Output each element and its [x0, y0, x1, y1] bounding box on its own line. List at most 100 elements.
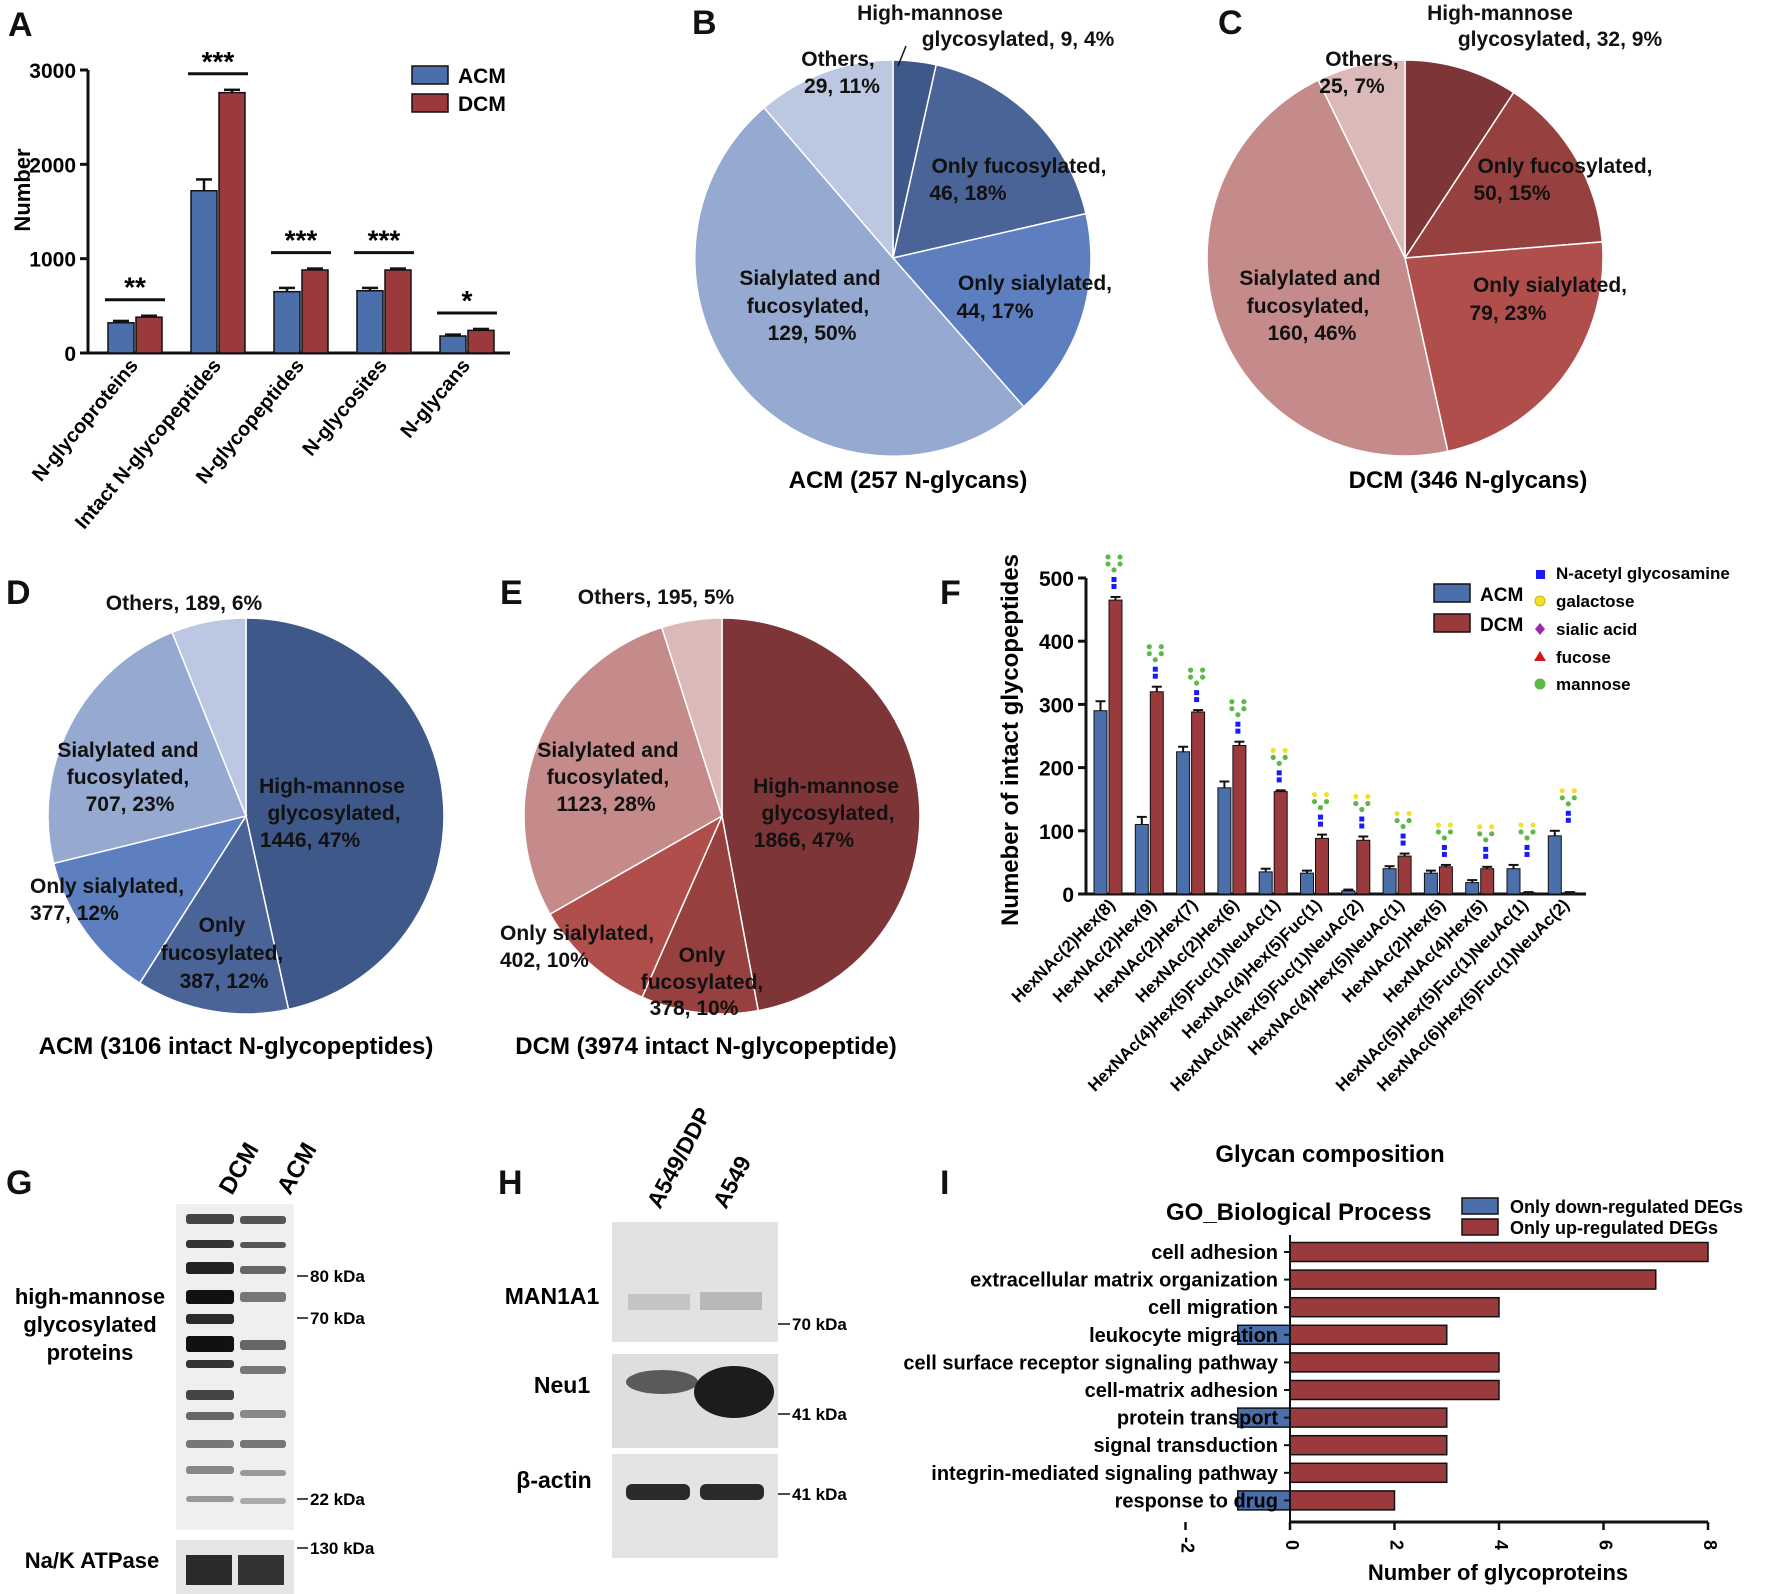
- pie-e-label-hm-3: 1866, 47%: [754, 829, 855, 852]
- sialic-acid-diamond-icon: [1535, 623, 1545, 635]
- blot-g-marker-22: 22 kDa: [310, 1490, 365, 1509]
- i-bar-up: [1289, 1296, 1500, 1318]
- glcnac-square-icon: [1441, 851, 1447, 857]
- i-category-label: protein transport: [1117, 1408, 1278, 1430]
- a-bar-dcm: [384, 269, 412, 354]
- pie-d-label-sf-2: fucosylated,: [67, 766, 190, 789]
- mannose-circle-icon: [1447, 829, 1453, 835]
- glycan-legend-galactose: galactose: [1556, 592, 1634, 611]
- pie-d-label-fuc-2: fucosylated,: [161, 942, 284, 965]
- blot-g-band-dcm: [186, 1466, 234, 1474]
- mannose-circle-icon: [1353, 800, 1359, 807]
- pie-b-label-hm-1: High-mannose: [857, 2, 1003, 25]
- glcnac-square-icon: [1111, 576, 1117, 582]
- pie-d-label-fuc-1: Only: [199, 914, 246, 937]
- glycan-legend-sialic: sialic acid: [1556, 620, 1637, 639]
- i-category-label: cell adhesion: [1151, 1242, 1278, 1264]
- a-ytick-label: 3000: [29, 60, 76, 83]
- f-ytick-label: 200: [1039, 758, 1074, 781]
- glycan-terminal-icon: [1105, 554, 1111, 560]
- pie-b-slice-3: [694, 106, 1025, 457]
- f-bar-dcm: [1149, 691, 1164, 895]
- a-bar-dcm: [467, 329, 495, 354]
- a-xtick-label: N-glycans: [397, 355, 475, 442]
- f-ytick-label: 400: [1039, 631, 1074, 654]
- blot-g-band-acm: [240, 1470, 286, 1476]
- pie-c-label-others-2: 25, 7%: [1319, 75, 1385, 98]
- glycan-terminal-icon: [1394, 810, 1400, 817]
- f-bar-acm: [1382, 868, 1397, 895]
- i-category-label: cell surface receptor signaling pathway: [903, 1352, 1278, 1374]
- i-legend-up-swatch: [1461, 1218, 1499, 1236]
- f-bar-acm: [1300, 872, 1314, 895]
- pie-e-label-sf-1: Sialylated and: [537, 739, 678, 762]
- panel-b: B High-mannose glycosylated, 9, 4% Other…: [692, 2, 1115, 494]
- mannose-circle-icon: [1105, 561, 1111, 567]
- panel-f-xlabel: Glycan composition: [1215, 1141, 1444, 1168]
- mannose-circle-icon: [1111, 567, 1117, 573]
- pie-b-slice-1: [892, 63, 1087, 259]
- mannose-circle-icon: [1270, 754, 1276, 760]
- blot-g-band-dcm: [186, 1290, 234, 1304]
- pie-e-label-sia-2: 402, 10%: [500, 949, 589, 972]
- a-bar-dcm: [301, 269, 329, 354]
- pie-e-title: DCM (3974 intact N-glycopeptide): [515, 1033, 896, 1060]
- a-bar-acm: [439, 335, 467, 354]
- f-bar-acm: [1093, 710, 1108, 895]
- mannose-circle-icon: [1518, 829, 1524, 835]
- pie-d-title: ACM (3106 intact N-glycopeptides): [39, 1033, 434, 1060]
- mannose-circle-icon: [1311, 798, 1318, 805]
- pie-e-slice-3: [523, 626, 723, 916]
- panel-g: G DCM ACM high-mannose glycosylated prot…: [6, 1138, 375, 1594]
- legend-dcm-swatch: [411, 93, 449, 113]
- pie-c-slice-3: [1206, 79, 1449, 457]
- pie-e-label-sia-1: Only sialylated,: [500, 922, 654, 945]
- panel-label-d: D: [6, 574, 31, 612]
- blot-h-neu1-band-a549: [694, 1366, 774, 1418]
- i-xtick-label: 4: [1491, 1540, 1511, 1550]
- panel-label-b: B: [692, 4, 717, 42]
- mannose-circle-icon: [1530, 829, 1536, 835]
- glycan-terminal-icon: [1559, 788, 1565, 794]
- glycan-terminal-icon: [1270, 747, 1276, 753]
- blot-g-row1-label3: proteins: [47, 1340, 134, 1365]
- f-bar-acm: [1258, 871, 1273, 895]
- blot-g-marker-130: 130 kDa: [310, 1539, 375, 1558]
- mannose-circle-icon: [1534, 678, 1546, 690]
- i-legend-up-label: Only up-regulated DEGs: [1510, 1218, 1718, 1238]
- pie-d-label-sf-1: Sialylated and: [57, 739, 198, 762]
- a-sig-mark: **: [124, 272, 146, 303]
- a-ytick-label: 0: [64, 343, 76, 366]
- a-ytick-label: 1000: [29, 249, 76, 272]
- f-bar-dcm: [1273, 791, 1288, 895]
- f-ytick-label: 100: [1039, 821, 1074, 844]
- blot-g-band-dcm: [186, 1496, 234, 1502]
- mannose-circle-icon: [1559, 795, 1565, 801]
- i-bar-up: [1289, 1434, 1448, 1456]
- glcnac-square-icon: [1152, 673, 1158, 679]
- i-bar-up: [1289, 1490, 1396, 1511]
- pie-c-label-others-1: Others,: [1325, 48, 1399, 71]
- pie-e-slice-1: [641, 813, 760, 1015]
- pie-e-label-hm-2: glycosylated,: [761, 802, 894, 825]
- a-xtick-label: Intact N-glycopeptides: [71, 355, 226, 533]
- glycan-terminal-icon: [1282, 747, 1288, 753]
- mannose-circle-icon: [1317, 804, 1324, 811]
- glycan-terminal-icon: [1530, 822, 1536, 828]
- mannose-circle-icon: [1323, 798, 1330, 805]
- glcnac-square-icon: [1111, 583, 1117, 589]
- a-sig-mark: ***: [285, 225, 318, 256]
- pie-c-label-sia-1: Only sialylated,: [1473, 274, 1627, 297]
- i-xtick-label: 6: [1596, 1540, 1616, 1550]
- pie-d-label-hm-3: 1446, 47%: [260, 829, 361, 852]
- i-bar-up: [1289, 1241, 1709, 1263]
- pie-c-label-sia-2: 79, 23%: [1469, 302, 1546, 325]
- pie-d-slice-4: [171, 617, 247, 817]
- blot-g-band-acm: [240, 1498, 286, 1504]
- i-category-label: integrin-mediated signaling pathway: [931, 1463, 1279, 1485]
- blot-g-band-dcm: [186, 1314, 234, 1324]
- pie-b-slice-2: [891, 212, 1092, 408]
- f-bar-acm: [1176, 751, 1191, 895]
- f-legend-acm-label: ACM: [1480, 585, 1523, 606]
